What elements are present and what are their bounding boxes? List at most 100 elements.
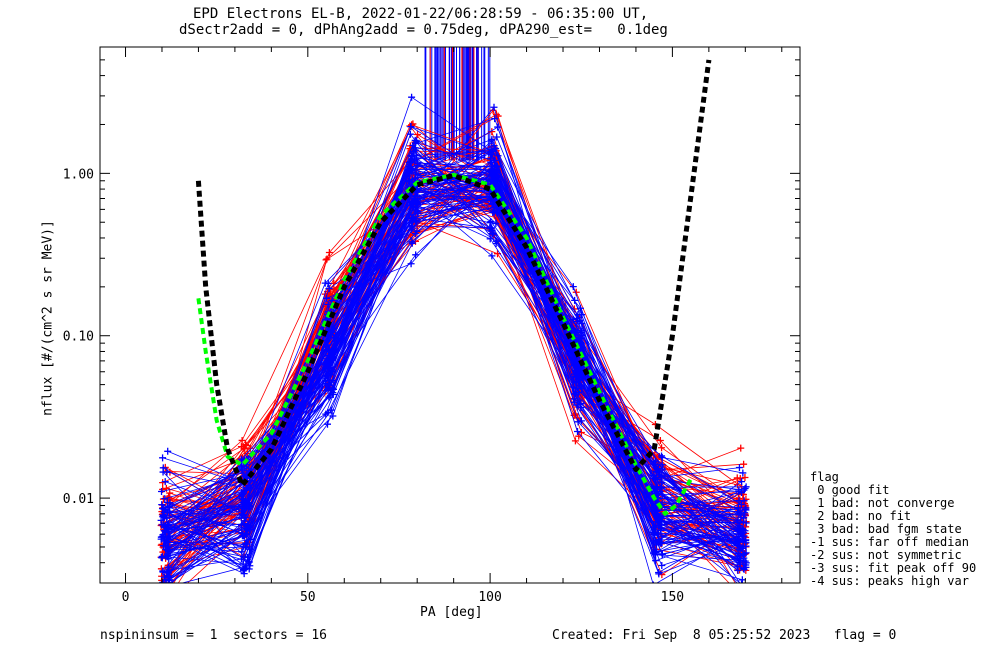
blue-series-point (246, 485, 254, 493)
blue-series-point (406, 130, 414, 138)
blue-series-line (162, 180, 739, 563)
blue-series-point (160, 584, 167, 591)
blue-series-point (324, 381, 332, 389)
chart-title-line1: EPD Electrons EL-B, 2022-01-22/06:28:59 … (193, 6, 649, 22)
blue-series-point (166, 581, 168, 583)
blue-series-point (492, 219, 500, 227)
y-tick-label: 1.00 (63, 167, 94, 182)
blue-series-point (164, 545, 172, 553)
blue-series-point (734, 539, 742, 547)
blue-series-point (487, 158, 495, 166)
blue-series-point (733, 519, 741, 527)
blue-series-point (165, 563, 173, 571)
blue-series-point (328, 325, 336, 333)
blue-series-point (734, 566, 742, 574)
blue-series-point (158, 501, 166, 509)
blue-series-line (162, 188, 738, 546)
red-series-point (163, 593, 170, 600)
blue-series-point (330, 376, 338, 384)
blue-series-point (653, 467, 661, 475)
blue-series-point (741, 485, 749, 493)
plot-frame (99, 46, 801, 584)
blue-series-point (490, 144, 498, 152)
blue-series-point (569, 283, 577, 291)
blue-series-point (658, 561, 666, 569)
blue-series-point (240, 517, 248, 525)
red-series-point (733, 474, 741, 482)
blue-series-point (577, 417, 585, 425)
red-series-point (577, 429, 585, 437)
blue-series-point (323, 294, 331, 302)
blue-series-line (165, 164, 739, 583)
blue-series-point (325, 345, 333, 353)
black-fit-curve (195, 59, 712, 488)
blue-series-point (740, 529, 748, 537)
blue-series-point (241, 505, 249, 513)
blue-series-point (656, 539, 664, 547)
blue-series-line (162, 154, 743, 558)
red-series-point (571, 437, 579, 445)
blue-series-point (161, 478, 169, 486)
red-series-point (238, 436, 246, 444)
x-tick-label: 100 (478, 590, 501, 605)
red-series-point (246, 444, 254, 452)
red-series-point (740, 595, 747, 602)
blue-series-point (159, 580, 167, 583)
blue-series-point (575, 374, 583, 382)
blue-series-point (573, 314, 581, 322)
blue-series-line (163, 217, 739, 550)
blue-series-point (159, 542, 167, 550)
y-axis-label: nflux [#/(cm^2 s sr MeV)] (40, 220, 56, 416)
red-series-point (162, 590, 169, 597)
blue-series-point (738, 576, 746, 583)
flag-legend: flag 0 good fit 1 bad: not converge 2 ba… (810, 471, 976, 588)
blue-series-point (493, 133, 501, 141)
blue-series-point (575, 389, 583, 397)
blue-series-point (487, 218, 495, 226)
blue-series-point (658, 479, 666, 487)
axes-layer: 0 50 100 150 0.01 0.10 1.00 (63, 46, 801, 605)
blue-series-point (410, 197, 418, 205)
blue-series-point (574, 428, 582, 436)
blue-series-point (494, 123, 502, 131)
blue-series-point (742, 537, 750, 545)
blue-series-point (740, 550, 748, 558)
blue-series-point (164, 447, 172, 455)
blue-series-point (163, 468, 171, 476)
blue-series-point (740, 585, 747, 592)
red-series-point (240, 445, 248, 453)
blue-series-point (650, 523, 658, 531)
blue-series-point (740, 580, 743, 583)
blue-series-point (742, 561, 750, 569)
red-series-line (169, 146, 739, 547)
blue-series-point (735, 522, 743, 530)
blue-series-point (658, 452, 666, 460)
blue-series-point (407, 260, 415, 268)
blue-series-point (163, 498, 171, 506)
footer-left: nspininsum = 1 sectors = 16 (100, 628, 327, 643)
blue-series-point (159, 454, 167, 462)
blue-series-point (409, 218, 417, 226)
blue-series-point (487, 224, 495, 232)
blue-series-point (578, 339, 586, 347)
legend-item: -1 sus: far off median (810, 535, 969, 549)
blue-series-point (569, 316, 577, 324)
red-series-point (658, 444, 666, 452)
blue-series-point (738, 478, 746, 486)
blue-series-point (161, 495, 169, 503)
blue-series-point (160, 505, 168, 513)
legend-title: flag (810, 470, 839, 484)
blue-series-point (242, 539, 250, 547)
x-tick-label: 0 (122, 590, 130, 605)
blue-series-point (411, 230, 419, 238)
blue-series-point (160, 513, 168, 521)
blue-series-point (741, 509, 749, 517)
blue-series-line (161, 161, 741, 540)
blue-series-point (329, 366, 337, 374)
blue-series-point (658, 461, 666, 469)
blue-series-line (169, 147, 740, 571)
green-fit-curve (196, 172, 693, 516)
blue-series-point (736, 552, 744, 560)
red-series-point (736, 475, 744, 483)
